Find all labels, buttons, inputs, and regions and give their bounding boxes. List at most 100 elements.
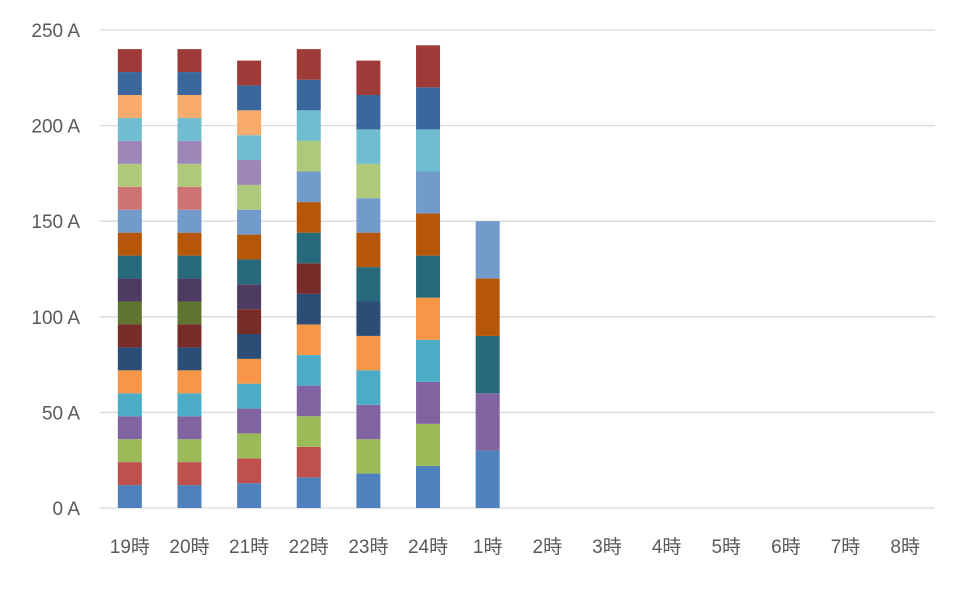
bar-segment: [237, 408, 262, 434]
bar-segment: [296, 140, 321, 172]
x-tick-label: 7時: [831, 536, 861, 558]
bar-segment: [356, 95, 381, 130]
bar-segment: [237, 160, 262, 185]
x-tick-label: 24時: [408, 536, 448, 558]
bar-segment: [177, 163, 202, 187]
bar-segment: [177, 95, 202, 118]
bar-segment: [117, 140, 142, 164]
x-tick-label: 8時: [890, 536, 920, 558]
bar-segment: [356, 404, 381, 440]
bar-segment: [296, 293, 321, 325]
x-tick-label: 21時: [229, 536, 269, 558]
y-tick-label: 200 A: [31, 117, 80, 138]
bar-segment: [296, 110, 321, 141]
bar-segment: [177, 278, 202, 302]
bar-segment: [177, 370, 202, 394]
bar-segment: [177, 347, 202, 371]
bar-segment: [475, 221, 500, 279]
bar-segment: [117, 393, 142, 417]
bar-segment: [296, 232, 321, 264]
bar-segment: [117, 370, 142, 394]
bar-segment: [296, 477, 321, 508]
bars: [117, 45, 500, 508]
x-tick-label: 20時: [169, 536, 209, 558]
x-tick-label: 22時: [289, 536, 329, 558]
bar-segment: [117, 462, 142, 486]
bar-segment: [117, 72, 142, 96]
bar-segment: [416, 465, 441, 508]
y-axis-labels: 0 A 50 A 100 A 150 A 200 A 250 A: [31, 21, 80, 520]
x-tick-label: 4時: [652, 536, 682, 558]
bar-segment: [117, 255, 142, 279]
bar-segment: [237, 60, 262, 86]
bar-segment: [475, 278, 500, 336]
bar-segment: [117, 416, 142, 440]
bar-segment: [117, 49, 142, 73]
bar-segment: [177, 49, 202, 73]
bar-segment: [177, 393, 202, 417]
bar-segment: [117, 95, 142, 118]
bar-segment: [177, 117, 202, 141]
bar-segment: [237, 209, 262, 235]
y-tick-label: 50 A: [42, 403, 80, 424]
bar-segment: [237, 483, 262, 508]
x-tick-label: 6時: [771, 536, 801, 558]
bar-segment: [237, 433, 262, 459]
bar-segment: [237, 110, 262, 136]
bar-segment: [356, 129, 381, 164]
bar-segment: [237, 284, 262, 310]
bar-segment: [177, 485, 202, 508]
bar-segment: [117, 324, 142, 348]
bar-segment: [296, 324, 321, 356]
bar-segment: [356, 335, 381, 371]
y-tick-label: 100 A: [31, 308, 80, 329]
bar-segment: [296, 202, 321, 233]
bar-segment: [416, 87, 441, 130]
y-tick-label: 150 A: [31, 212, 80, 233]
bar-segment: [117, 163, 142, 187]
bar-segment: [356, 60, 381, 96]
bar-segment: [177, 186, 202, 210]
bar-segment: [177, 301, 202, 325]
bar-segment: [177, 140, 202, 164]
bar-segment: [177, 255, 202, 279]
bar-segment: [177, 232, 202, 256]
bar-segment: [416, 381, 441, 424]
x-tick-label: 1時: [473, 536, 503, 558]
bar-segment: [177, 416, 202, 440]
bar-segment: [356, 473, 381, 508]
bar-segment: [356, 267, 381, 302]
bar-segment: [296, 263, 321, 294]
bar-segment: [237, 334, 262, 359]
bar-segment: [237, 358, 262, 384]
bar-segment: [416, 423, 441, 466]
bar-segment: [296, 385, 321, 417]
bar-segment: [237, 85, 262, 111]
bar-segment: [416, 297, 441, 340]
bar-segment: [296, 355, 321, 386]
bar-segment: [356, 232, 381, 268]
bar-segment: [296, 171, 321, 203]
gridlines: [100, 29, 935, 509]
x-axis-labels: 19時 20時 21時 22時 23時 24時 1時 2時 3時 4時 5時 6時 7時 8時: [110, 536, 920, 558]
bar-segment: [117, 232, 142, 256]
bar-segment: [177, 462, 202, 486]
bar-segment: [117, 485, 142, 508]
bar-segment: [117, 278, 142, 302]
bar-segment: [117, 209, 142, 233]
bar-segment: [237, 458, 262, 484]
bar-segment: [416, 129, 441, 172]
bar-segment: [177, 324, 202, 348]
x-tick-label: 23時: [348, 536, 388, 558]
bar-segment: [237, 184, 262, 210]
x-tick-label: 3時: [592, 536, 622, 558]
bar-segment: [416, 45, 441, 88]
bar-segment: [296, 446, 321, 478]
bar-segment: [177, 439, 202, 463]
bar-segment: [416, 339, 441, 382]
bar-segment: [296, 49, 321, 80]
bar-segment: [475, 335, 500, 394]
bar-segment: [475, 393, 500, 451]
bar-segment: [356, 198, 381, 233]
y-tick-label: 0 A: [53, 499, 81, 520]
